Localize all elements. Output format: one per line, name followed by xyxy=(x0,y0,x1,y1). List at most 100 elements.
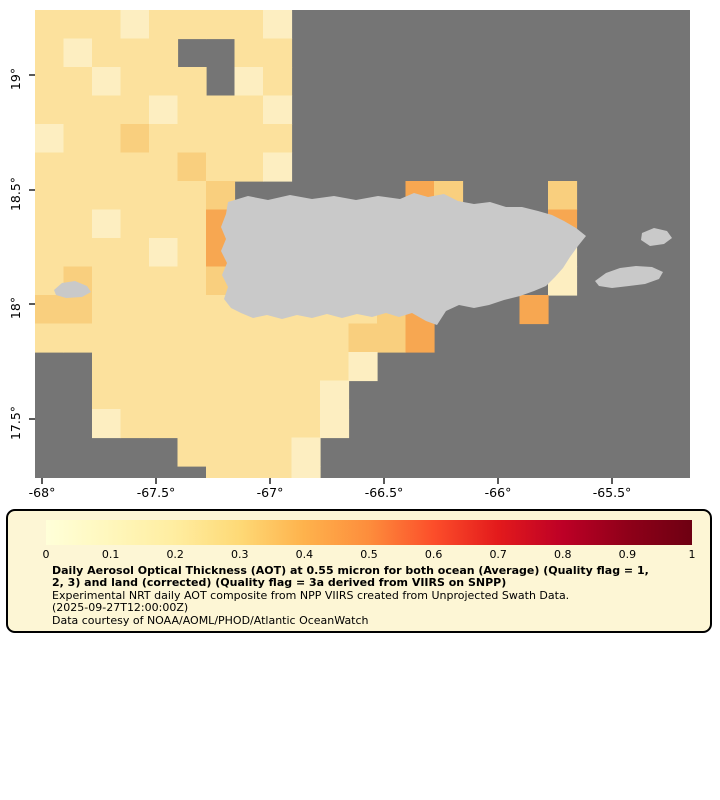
lon-tick-label: -66.5° xyxy=(365,485,404,500)
latitude-axis: 19° 18.5° 18° 17.5° xyxy=(8,68,35,440)
aot-cell xyxy=(177,152,207,182)
aot-cell xyxy=(177,352,207,382)
island-culebra xyxy=(641,228,672,246)
aot-cell xyxy=(149,266,179,296)
aot-cell xyxy=(92,295,122,325)
aot-cell xyxy=(234,10,264,40)
aot-cell xyxy=(120,95,150,125)
aot-cell xyxy=(149,95,179,125)
aot-cell xyxy=(92,266,122,296)
aot-cell xyxy=(263,152,293,182)
aot-cell xyxy=(92,238,122,268)
legend-body-line-1: Experimental NRT daily AOT composite fro… xyxy=(52,588,570,602)
aot-cell xyxy=(120,266,150,296)
aot-cell xyxy=(92,10,122,40)
aot-cell xyxy=(377,323,407,353)
legend-title-line-2: 2, 3) and land (corrected) (Quality flag… xyxy=(52,576,507,590)
aot-cell xyxy=(149,181,179,211)
aot-cell xyxy=(120,209,150,239)
aot-cell xyxy=(63,38,93,68)
aot-cell xyxy=(177,295,207,325)
aot-cell xyxy=(263,380,293,410)
aot-map-figure: -68° -67.5° -67° -66.5° -66° -65.5° 19° 18.5° 1… xyxy=(8,10,690,500)
aot-cell xyxy=(35,95,65,125)
aot-cell xyxy=(63,295,93,325)
islands-layer xyxy=(54,193,672,325)
aot-colorbar xyxy=(46,520,692,545)
aot-cell xyxy=(177,323,207,353)
aot-cell xyxy=(149,323,179,353)
aot-cell xyxy=(35,152,65,182)
aot-cell xyxy=(234,380,264,410)
aot-cell xyxy=(35,38,65,68)
aot-cell xyxy=(149,152,179,182)
aot-cell xyxy=(92,95,122,125)
aot-cell xyxy=(149,67,179,97)
lat-tick-label: 17.5° xyxy=(8,406,23,440)
colorbar-tick: 0.3 xyxy=(231,548,249,561)
aot-cell xyxy=(263,10,293,40)
aot-cell xyxy=(234,95,264,125)
aot-cell xyxy=(234,124,264,154)
lat-tick-label: 19° xyxy=(8,68,23,90)
colorbar-tick-labels: 0 0.1 0.2 0.3 0.4 0.5 0.6 0.7 0.8 0.9 1 xyxy=(42,548,696,562)
aot-cell xyxy=(149,352,179,382)
aot-cell xyxy=(234,67,264,97)
island-puerto-rico xyxy=(221,193,586,325)
aot-cell xyxy=(63,95,93,125)
aot-cell xyxy=(120,67,150,97)
colorbar-tick: 0 xyxy=(42,548,50,561)
aot-cell xyxy=(92,124,122,154)
aot-cell xyxy=(120,152,150,182)
aot-cell xyxy=(206,437,236,467)
aot-cell xyxy=(149,10,179,40)
aot-cell xyxy=(320,352,350,382)
aot-cell xyxy=(206,10,236,40)
aot-cell xyxy=(120,181,150,211)
aot-cell xyxy=(35,209,65,239)
aot-cell xyxy=(63,152,93,182)
aot-cell xyxy=(206,409,236,439)
aot-cell xyxy=(263,38,293,68)
colorbar-tick: 1 xyxy=(688,548,696,561)
aot-cell xyxy=(548,181,578,211)
aot-cell xyxy=(149,124,179,154)
aot-cell xyxy=(177,380,207,410)
aot-cell xyxy=(291,352,321,382)
aot-cell xyxy=(92,181,122,211)
aot-cell xyxy=(35,238,65,268)
aot-cell xyxy=(149,209,179,239)
aot-cell xyxy=(92,152,122,182)
lon-tick-label: -65.5° xyxy=(593,485,632,500)
aot-cell xyxy=(149,38,179,68)
aot-cell xyxy=(234,38,264,68)
aot-cell xyxy=(263,124,293,154)
aot-cell xyxy=(63,10,93,40)
aot-cell xyxy=(263,95,293,125)
aot-cell xyxy=(35,67,65,97)
aot-cell xyxy=(177,124,207,154)
aot-cell xyxy=(35,124,65,154)
colorbar-tick: 0.7 xyxy=(489,548,507,561)
legend-panel: 0 0.1 0.2 0.3 0.4 0.5 0.6 0.7 0.8 0.9 1 Daily Aero… xyxy=(6,509,712,633)
lon-tick-label: -67.5° xyxy=(137,485,176,500)
colorbar-tick: 0.9 xyxy=(618,548,637,561)
island-mona xyxy=(54,281,91,298)
aot-cell xyxy=(120,10,150,40)
aot-cell xyxy=(234,352,264,382)
aot-cell xyxy=(149,295,179,325)
legend-text: Daily Aerosol Optical Thickness (AOT) at… xyxy=(52,564,700,627)
colorbar-tick: 0.8 xyxy=(554,548,572,561)
aot-cell xyxy=(92,323,122,353)
aot-cell xyxy=(263,352,293,382)
aot-cell xyxy=(206,152,236,182)
aot-cell xyxy=(120,380,150,410)
aot-cell xyxy=(206,466,236,478)
aot-cell xyxy=(234,323,264,353)
aot-cell xyxy=(63,238,93,268)
aot-cell xyxy=(149,409,179,439)
longitude-axis: -68° -67.5° -67° -66.5° -66° -65.5° xyxy=(29,478,632,500)
aot-cell xyxy=(92,209,122,239)
aot-cell xyxy=(63,181,93,211)
aot-cell xyxy=(149,380,179,410)
